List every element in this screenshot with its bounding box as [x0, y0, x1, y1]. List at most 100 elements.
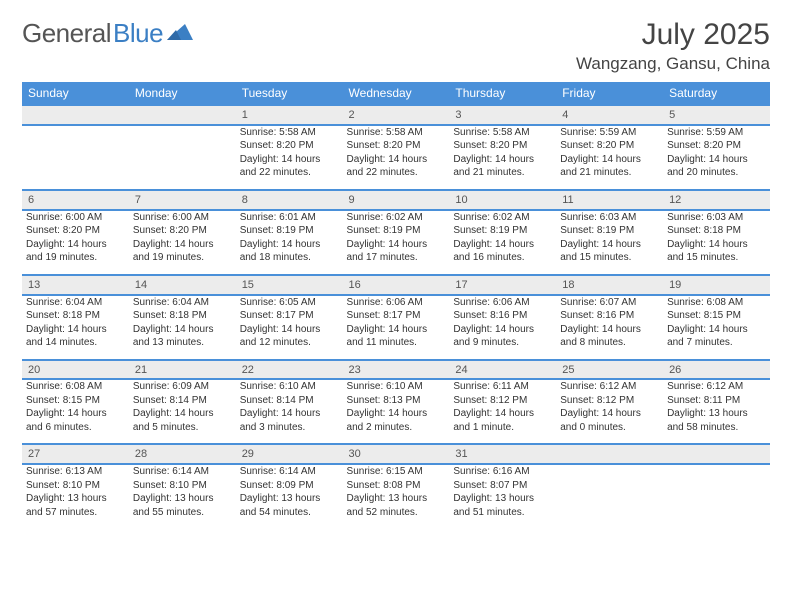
day-sunset: Sunset: 8:15 PM [667, 309, 766, 323]
day-body-cell: Sunrise: 5:59 AMSunset: 8:20 PMDaylight:… [663, 125, 770, 186]
day-sunrise: Sunrise: 6:16 AM [453, 465, 552, 479]
day-sunset: Sunset: 8:14 PM [240, 394, 339, 408]
day-sunset: Sunset: 8:18 PM [667, 224, 766, 238]
brand-name-part2: Blue [113, 18, 163, 49]
day-sunrise: Sunrise: 5:59 AM [667, 126, 766, 140]
day-day2: and 17 minutes. [347, 251, 446, 265]
day-sunrise: Sunrise: 5:59 AM [560, 126, 659, 140]
day-number-cell: 4 [556, 105, 663, 125]
day-sunset: Sunset: 8:13 PM [347, 394, 446, 408]
weekday-header: Friday [556, 82, 663, 105]
day-number-cell: 20 [22, 360, 129, 380]
day-number-cell: 31 [449, 444, 556, 464]
day-sunset: Sunset: 8:19 PM [240, 224, 339, 238]
day-sunset: Sunset: 8:18 PM [133, 309, 232, 323]
day-sunrise: Sunrise: 6:05 AM [240, 296, 339, 310]
day-sunrise: Sunrise: 6:02 AM [347, 211, 446, 225]
day-body-cell: Sunrise: 6:02 AMSunset: 8:19 PMDaylight:… [449, 210, 556, 271]
day-sunrise: Sunrise: 6:03 AM [560, 211, 659, 225]
day-day2: and 20 minutes. [667, 166, 766, 180]
day-number-cell: 8 [236, 190, 343, 210]
day-day1: Daylight: 14 hours [667, 238, 766, 252]
day-day2: and 16 minutes. [453, 251, 552, 265]
weekday-header: Tuesday [236, 82, 343, 105]
day-body-cell: Sunrise: 6:06 AMSunset: 8:16 PMDaylight:… [449, 295, 556, 356]
day-day2: and 7 minutes. [667, 336, 766, 350]
day-body-cell: Sunrise: 6:02 AMSunset: 8:19 PMDaylight:… [343, 210, 450, 271]
calendar-table: Sunday Monday Tuesday Wednesday Thursday… [22, 82, 770, 529]
day-sunset: Sunset: 8:10 PM [26, 479, 125, 493]
day-sunrise: Sunrise: 6:09 AM [133, 380, 232, 394]
day-body-cell: Sunrise: 6:04 AMSunset: 8:18 PMDaylight:… [129, 295, 236, 356]
day-day1: Daylight: 14 hours [240, 153, 339, 167]
day-body-row: Sunrise: 6:00 AMSunset: 8:20 PMDaylight:… [22, 210, 770, 271]
day-number-cell: 3 [449, 105, 556, 125]
day-sunrise: Sunrise: 6:04 AM [133, 296, 232, 310]
day-day2: and 5 minutes. [133, 421, 232, 435]
day-day1: Daylight: 14 hours [133, 238, 232, 252]
weekday-header: Thursday [449, 82, 556, 105]
title-block: July 2025 Wangzang, Gansu, China [576, 18, 770, 74]
day-body-cell: Sunrise: 6:07 AMSunset: 8:16 PMDaylight:… [556, 295, 663, 356]
day-sunrise: Sunrise: 5:58 AM [347, 126, 446, 140]
day-body-cell: Sunrise: 6:10 AMSunset: 8:14 PMDaylight:… [236, 379, 343, 440]
day-body-cell: Sunrise: 6:03 AMSunset: 8:19 PMDaylight:… [556, 210, 663, 271]
day-day2: and 19 minutes. [26, 251, 125, 265]
day-body-row: Sunrise: 6:13 AMSunset: 8:10 PMDaylight:… [22, 464, 770, 525]
day-sunset: Sunset: 8:19 PM [453, 224, 552, 238]
day-day1: Daylight: 14 hours [560, 323, 659, 337]
day-number-cell [129, 105, 236, 125]
day-body-cell: Sunrise: 6:16 AMSunset: 8:07 PMDaylight:… [449, 464, 556, 525]
day-sunset: Sunset: 8:17 PM [240, 309, 339, 323]
day-sunrise: Sunrise: 6:10 AM [347, 380, 446, 394]
day-body-cell: Sunrise: 6:01 AMSunset: 8:19 PMDaylight:… [236, 210, 343, 271]
day-number-cell: 6 [22, 190, 129, 210]
day-sunset: Sunset: 8:20 PM [560, 139, 659, 153]
day-number-cell: 29 [236, 444, 343, 464]
day-number-cell: 11 [556, 190, 663, 210]
day-sunset: Sunset: 8:10 PM [133, 479, 232, 493]
day-number-cell [22, 105, 129, 125]
day-number-cell: 2 [343, 105, 450, 125]
day-sunrise: Sunrise: 6:12 AM [560, 380, 659, 394]
day-body-cell: Sunrise: 6:13 AMSunset: 8:10 PMDaylight:… [22, 464, 129, 525]
day-sunrise: Sunrise: 6:08 AM [26, 380, 125, 394]
day-body-cell: Sunrise: 6:00 AMSunset: 8:20 PMDaylight:… [22, 210, 129, 271]
day-body-cell: Sunrise: 5:58 AMSunset: 8:20 PMDaylight:… [343, 125, 450, 186]
day-body-cell: Sunrise: 6:15 AMSunset: 8:08 PMDaylight:… [343, 464, 450, 525]
day-body-cell: Sunrise: 6:05 AMSunset: 8:17 PMDaylight:… [236, 295, 343, 356]
day-day2: and 6 minutes. [26, 421, 125, 435]
day-day1: Daylight: 14 hours [560, 407, 659, 421]
day-day2: and 19 minutes. [133, 251, 232, 265]
day-sunrise: Sunrise: 6:14 AM [133, 465, 232, 479]
day-body-row: Sunrise: 5:58 AM Sunset: 8:20 PM Daylight:… [22, 125, 770, 186]
brand-logo: GeneralBlue [22, 18, 193, 49]
day-day2: and 58 minutes. [667, 421, 766, 435]
day-number-row: 6789101112 [22, 190, 770, 210]
day-number-cell: 28 [129, 444, 236, 464]
day-number-cell: 30 [343, 444, 450, 464]
day-number-cell: 27 [22, 444, 129, 464]
day-day1: Daylight: 14 hours [240, 323, 339, 337]
day-body-cell: Sunrise: 6:04 AMSunset: 8:18 PMDaylight:… [22, 295, 129, 356]
day-number-cell: 25 [556, 360, 663, 380]
day-sunrise: Sunrise: 5:58 AM [453, 126, 552, 140]
day-day2: and 15 minutes. [560, 251, 659, 265]
day-body-cell: Sunrise: 6:00 AMSunset: 8:20 PMDaylight:… [129, 210, 236, 271]
day-day1: Daylight: 13 hours [667, 407, 766, 421]
day-number-cell: 9 [343, 190, 450, 210]
day-day1: Daylight: 14 hours [133, 407, 232, 421]
page-header: GeneralBlue July 2025 Wangzang, Gansu, C… [22, 18, 770, 74]
day-body-cell: Sunrise: 6:11 AMSunset: 8:12 PMDaylight:… [449, 379, 556, 440]
day-day1: Daylight: 14 hours [240, 407, 339, 421]
day-sunrise: Sunrise: 6:00 AM [133, 211, 232, 225]
day-day1: Daylight: 13 hours [453, 492, 552, 506]
day-day2: and 21 minutes. [453, 166, 552, 180]
day-body-cell: Sunrise: 5:59 AMSunset: 8:20 PMDaylight:… [556, 125, 663, 186]
day-sunset: Sunset: 8:19 PM [347, 224, 446, 238]
brand-triangle-icon [167, 22, 193, 45]
day-number-cell: 10 [449, 190, 556, 210]
day-day2: and 3 minutes. [240, 421, 339, 435]
day-sunset: Sunset: 8:12 PM [560, 394, 659, 408]
day-sunrise: Sunrise: 5:58 AM [240, 126, 339, 140]
